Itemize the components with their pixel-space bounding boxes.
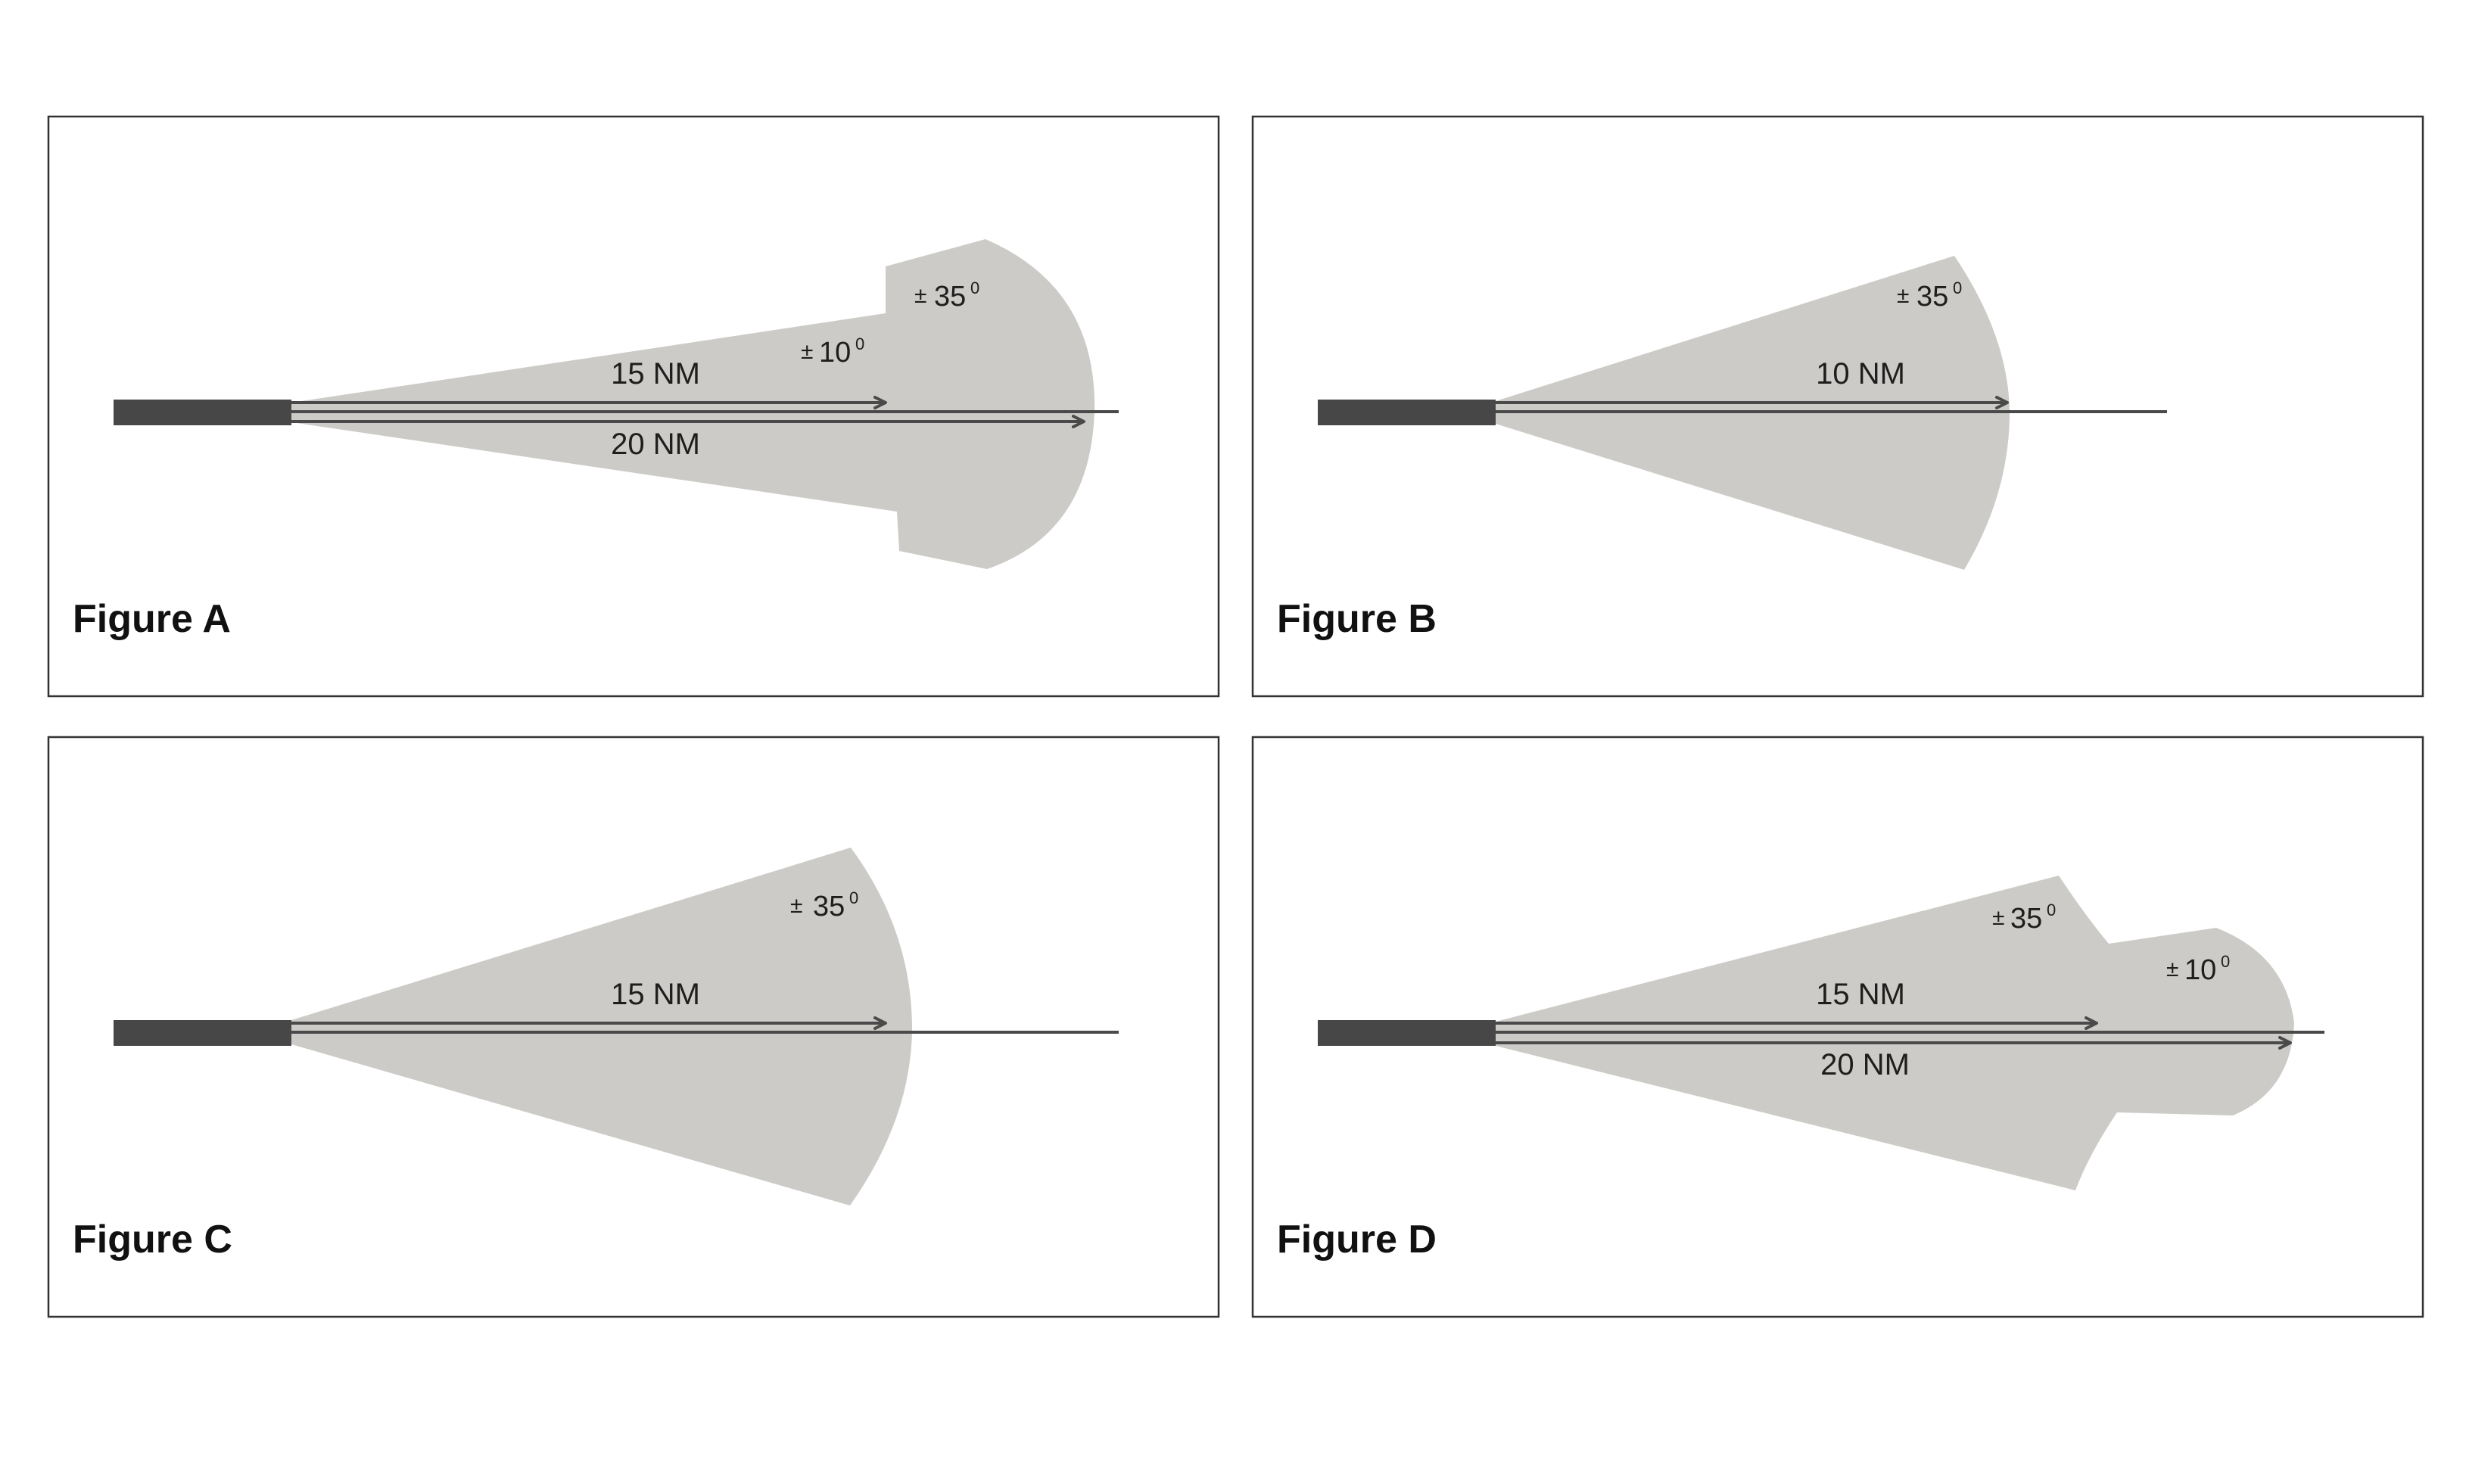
arrowhead-icon bbox=[2278, 1036, 2292, 1050]
distance-label: 10 NM bbox=[1816, 357, 1905, 390]
distance-label: 15 NM bbox=[611, 978, 700, 1011]
runway bbox=[114, 400, 291, 425]
angle-value: 10 bbox=[819, 337, 851, 369]
panel-figure-c: 15 NM ± 35 0 Figure C bbox=[47, 736, 1220, 1318]
figure-label: Figure B bbox=[1277, 597, 1437, 641]
distance-label: 20 NM bbox=[1820, 1048, 1910, 1081]
figure-label: Figure D bbox=[1277, 1218, 1437, 1262]
plus-minus-sign: ± bbox=[1992, 905, 2004, 930]
arrowhead-icon bbox=[1995, 396, 2009, 409]
angle-label: ± 10 0 bbox=[2166, 952, 2230, 986]
distance-label: 15 NM bbox=[1816, 978, 1905, 1011]
figure-label: Figure A bbox=[73, 597, 231, 641]
degree-mark: 0 bbox=[2047, 901, 2056, 919]
degree-mark: 0 bbox=[1953, 278, 1962, 297]
runway bbox=[1318, 400, 1496, 425]
angle-label: ± 10 0 bbox=[801, 334, 864, 369]
arrowhead-icon bbox=[2085, 1016, 2098, 1030]
degree-mark: 0 bbox=[855, 334, 864, 353]
distance-label: 15 NM bbox=[611, 357, 700, 390]
degree-mark: 0 bbox=[2221, 952, 2230, 971]
angle-value: 35 bbox=[1916, 281, 1948, 313]
plus-minus-sign: ± bbox=[801, 339, 813, 364]
panel-figure-b: 10 NM ± 35 0 Figure B bbox=[1251, 115, 2424, 698]
arrowhead-icon bbox=[1072, 415, 1085, 428]
runway bbox=[1318, 1020, 1496, 1046]
arrowhead-icon bbox=[873, 396, 887, 409]
angle-label: ± 35 0 bbox=[1992, 901, 2056, 935]
coverage-area bbox=[291, 848, 912, 1206]
arrowhead-icon bbox=[873, 1016, 887, 1030]
angle-value: 35 bbox=[813, 891, 845, 922]
plus-minus-sign: ± bbox=[914, 283, 926, 308]
figure-label: Figure C bbox=[73, 1218, 232, 1262]
degree-mark: 0 bbox=[970, 278, 979, 297]
angle-value: 10 bbox=[2184, 954, 2216, 986]
distance-label: 20 NM bbox=[611, 428, 700, 461]
plus-minus-sign: ± bbox=[790, 893, 802, 918]
angle-label: ± 35 0 bbox=[1897, 278, 1962, 313]
panel-figure-d: 15 NM 20 NM ± 35 0 ± 10 0 Figure D bbox=[1251, 736, 2424, 1318]
degree-mark: 0 bbox=[849, 888, 858, 907]
angle-label: ± 35 0 bbox=[790, 888, 858, 922]
plus-minus-sign: ± bbox=[2166, 957, 2178, 982]
angle-value: 35 bbox=[934, 281, 966, 313]
angle-label: ± 35 0 bbox=[914, 278, 979, 313]
angle-value: 35 bbox=[2010, 903, 2042, 935]
panel-figure-a: 15 NM 20 NM ± 35 0 ± 10 0 Figure A bbox=[47, 115, 1220, 698]
plus-minus-sign: ± bbox=[1897, 283, 1909, 308]
runway bbox=[114, 1020, 291, 1046]
